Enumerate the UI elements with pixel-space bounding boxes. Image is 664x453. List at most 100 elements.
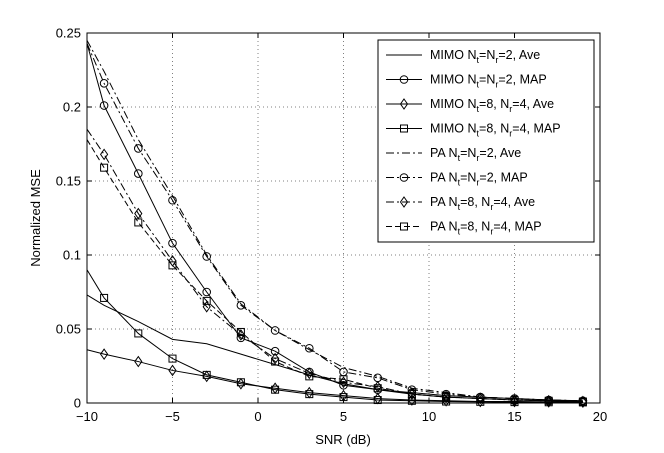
data-point	[99, 101, 109, 110]
data-point	[202, 287, 211, 297]
data-point	[544, 396, 553, 405]
legend-marker	[399, 196, 409, 208]
legend-entry: MIMO Nt=Nr=2, MAP	[386, 73, 547, 90]
data-point	[270, 352, 280, 365]
data-point	[305, 343, 314, 353]
data-point	[99, 148, 109, 161]
legend-label-part: =2, MAP	[498, 73, 546, 87]
legend-label: MIMO Nt=8, Nr=4, MAP	[430, 122, 561, 139]
legend-label-part: =8, N	[479, 97, 509, 111]
legend-label-part: =2, Ave	[498, 48, 540, 62]
legend-label-part: r	[490, 227, 493, 237]
data-point	[168, 354, 177, 363]
legend-label-part: r	[509, 129, 512, 139]
legend-entry: PA Nt=Nr=2, Ave	[386, 146, 521, 163]
data-point	[168, 364, 177, 377]
legend-label-part: PA N	[430, 171, 458, 185]
x-tick-label: 5	[340, 409, 347, 424]
data-point	[202, 370, 211, 383]
legend-label-part: =8, N	[479, 122, 509, 136]
legend-label-part: =4, MAP	[493, 220, 541, 234]
series-line	[86, 40, 583, 402]
data-point	[271, 385, 280, 394]
legend-label-part: r	[476, 153, 479, 163]
y-tick-label: 0.25	[56, 26, 81, 41]
series-line	[86, 43, 583, 402]
legend-label-part: PA N	[430, 146, 458, 160]
data-point	[134, 144, 143, 153]
legend-label-part: =N	[460, 146, 476, 160]
series-line	[86, 269, 583, 403]
legend-box	[377, 39, 595, 243]
legend-marker	[400, 222, 408, 231]
legend-label-part: =2, MAP	[479, 171, 527, 185]
axis-ticks: −10 −5 0 5 10 15 20 0 0.05 0.1 0.15 0.2 0.25	[56, 26, 608, 425]
x-tick-label: 15	[507, 409, 521, 424]
legend-label: PA Nt=Nr=2, Ave	[430, 146, 521, 163]
legend-label-part: t	[458, 227, 461, 237]
legend-label-part: t	[477, 129, 480, 139]
series-5	[86, 40, 583, 402]
legend-label-part: =N	[460, 171, 476, 185]
data-point	[510, 396, 519, 405]
legend-label-part: t	[458, 153, 461, 163]
data-point	[270, 346, 280, 356]
legend-label-part: =4, MAP	[512, 122, 560, 136]
data-point	[373, 384, 382, 393]
y-tick-label: 0.05	[56, 322, 81, 337]
x-tick-label: 0	[254, 409, 261, 424]
data-point	[134, 169, 143, 178]
data-point	[476, 394, 485, 403]
data-point	[168, 255, 177, 267]
legend-marker	[400, 124, 408, 133]
legend-label-part: =8, N	[460, 195, 490, 209]
legend-label-part: =N	[479, 48, 495, 62]
legend-marker	[399, 98, 409, 110]
data-point	[236, 329, 246, 341]
data-point	[407, 390, 416, 399]
data-point	[407, 388, 417, 400]
data-point	[236, 378, 245, 387]
data-point	[305, 367, 314, 380]
legend-label-part: t	[477, 80, 480, 90]
legend-label: MIMO Nt=8, Nr=4, Ave	[430, 97, 554, 114]
series-group	[86, 40, 588, 408]
legend-entry: MIMO Nt=8, Nr=4, Ave	[386, 97, 554, 114]
data-point	[99, 348, 109, 361]
legend-marker	[399, 75, 409, 84]
data-point	[305, 372, 314, 381]
data-point	[236, 327, 245, 336]
legend-label: PA Nt=8, Nr=4, MAP	[430, 220, 542, 237]
data-point	[168, 195, 177, 205]
data-point	[236, 301, 246, 310]
legend-label-part: =2, Ave	[479, 146, 521, 160]
legend-label-part: r	[476, 178, 479, 188]
legend-marker	[399, 173, 409, 182]
data-point	[442, 393, 451, 402]
legend-label-part: t	[477, 55, 480, 65]
legend-label: PA Nt=Nr=2, MAP	[430, 171, 528, 188]
legend-label-part: t	[477, 104, 480, 114]
y-tick-label: 0	[74, 396, 81, 411]
data-point	[168, 261, 177, 270]
data-point	[339, 375, 348, 384]
data-point	[202, 370, 211, 379]
data-point	[100, 293, 109, 302]
data-point	[544, 394, 553, 407]
data-point	[134, 355, 143, 368]
x-tick-label: −10	[76, 409, 98, 424]
series-line	[86, 139, 583, 403]
data-point	[271, 357, 280, 366]
x-axis-label: SNR (dB)	[315, 432, 371, 447]
legend-entry: PA Nt=8, Nr=4, Ave	[386, 195, 535, 212]
legend-entry: PA Nt=Nr=2, MAP	[386, 171, 528, 188]
legend-label-part: MIMO N	[430, 97, 477, 111]
legend-entry: MIMO Nt=Nr=2, Ave	[386, 48, 540, 65]
data-point	[441, 391, 451, 403]
legend-label-part: MIMO N	[430, 48, 477, 62]
legend-entry: PA Nt=8, Nr=4, MAP	[386, 220, 542, 237]
data-point	[510, 394, 519, 406]
data-point	[134, 218, 143, 227]
